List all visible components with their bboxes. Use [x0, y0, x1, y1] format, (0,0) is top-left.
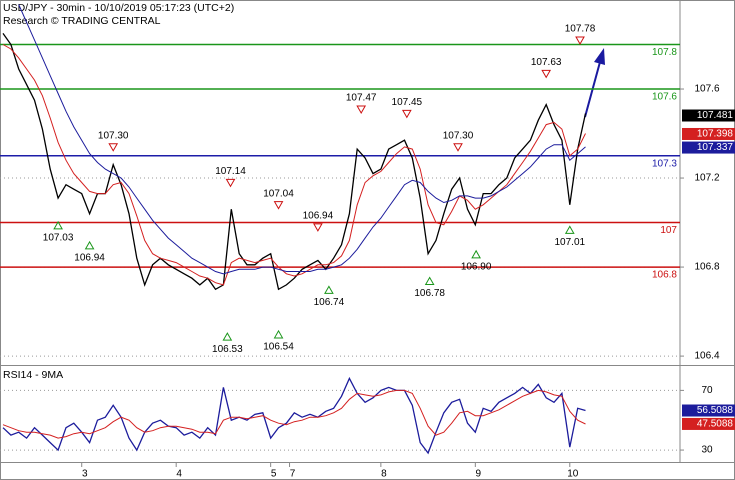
- low-label: 106.53: [212, 344, 243, 355]
- level-label: 107.6: [652, 92, 677, 103]
- low-label: 106.78: [414, 288, 445, 299]
- high-marker: [453, 143, 463, 152]
- chart-title: USD/JPY - 30min - 10/10/2019 05:17:23 (U…: [3, 2, 234, 14]
- low-label: 106.94: [74, 253, 105, 264]
- y-tick-label: 106.8: [694, 262, 719, 273]
- low-marker: [84, 240, 95, 250]
- x-tick-label: 9: [476, 469, 482, 480]
- price-tag: [682, 404, 735, 417]
- level-label: 107: [660, 225, 677, 236]
- high-marker: [225, 178, 236, 188]
- series-line: [2, 376, 586, 455]
- price-tag: [682, 109, 735, 122]
- rsi-title: RSI14 - 9MA: [3, 369, 63, 381]
- price-tag: [682, 127, 735, 140]
- high-marker: [108, 143, 119, 152]
- price-tag: [682, 417, 735, 430]
- low-marker: [273, 329, 284, 339]
- high-label: 107.14: [215, 166, 246, 177]
- low-marker: [564, 225, 575, 234]
- x-tick-label: 4: [176, 469, 182, 480]
- x-tick-label: 7: [290, 469, 296, 480]
- high-label: 107.63: [531, 57, 562, 68]
- level-label: 107.8: [652, 47, 677, 58]
- high-label: 107.30: [98, 130, 129, 141]
- forecast-arrowhead: [594, 48, 605, 65]
- high-marker: [401, 109, 412, 119]
- x-tick-label: 5: [271, 469, 277, 480]
- high-label: 107.47: [346, 93, 377, 104]
- y-tick-label: 30: [701, 445, 713, 456]
- series-line: [2, 44, 586, 286]
- y-tick-label: 70: [701, 385, 713, 396]
- price-tag-label: 47.5088: [697, 419, 734, 430]
- series-line: [2, 33, 587, 291]
- price-tag-label: 107.337: [697, 142, 734, 153]
- low-label: 107.03: [43, 233, 74, 244]
- low-label: 106.74: [314, 297, 345, 308]
- chart-subtitle: Research © TRADING CENTRAL: [3, 15, 161, 27]
- low-marker: [424, 276, 435, 286]
- high-label: 107.45: [392, 97, 423, 108]
- low-marker: [471, 249, 481, 259]
- low-label: 107.01: [554, 237, 585, 248]
- x-tick-label: 8: [381, 469, 387, 480]
- y-tick-label: 107.2: [694, 173, 719, 184]
- low-marker: [222, 332, 233, 341]
- low-label: 106.54: [263, 342, 294, 353]
- high-label: 107.04: [263, 188, 294, 199]
- high-label: 106.94: [303, 211, 334, 222]
- low-label: 106.90: [461, 261, 492, 272]
- level-label: 107.3: [652, 158, 677, 169]
- high-marker: [541, 69, 552, 79]
- series-line: [18, 4, 586, 275]
- y-tick-label: 107.6: [694, 84, 719, 95]
- high-label: 107.30: [443, 130, 474, 141]
- low-marker: [324, 285, 334, 294]
- high-marker: [273, 201, 284, 210]
- high-marker: [356, 105, 367, 114]
- high-label: 107.78: [565, 24, 596, 35]
- low-marker: [53, 220, 63, 230]
- high-marker: [313, 223, 323, 232]
- series-line: [2, 389, 586, 439]
- x-tick-label: 10: [567, 469, 579, 480]
- y-tick-label: 106.4: [694, 351, 719, 362]
- level-label: 106.8: [652, 270, 677, 281]
- price-tag-label: 56.5088: [697, 405, 734, 416]
- high-marker: [575, 36, 585, 45]
- x-tick-label: 3: [82, 469, 88, 480]
- price-tag-label: 107.481: [697, 110, 734, 121]
- price-tag-label: 107.398: [697, 129, 734, 140]
- price-tag: [682, 141, 735, 154]
